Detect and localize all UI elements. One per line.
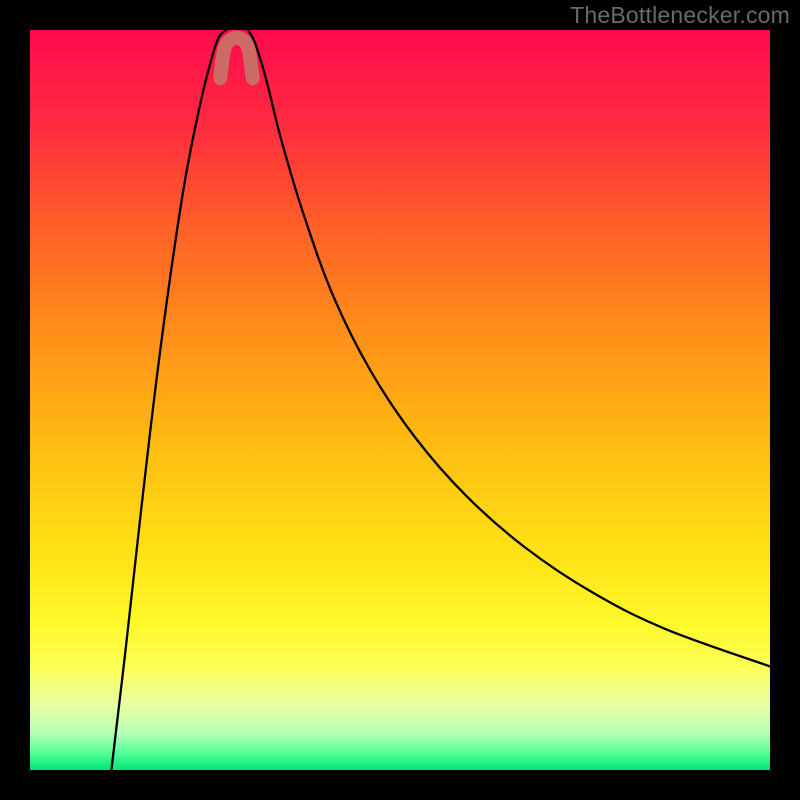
chart-container: TheBottlenecker.com [0, 0, 800, 800]
plot-area [30, 30, 770, 770]
bottleneck-chart [0, 0, 800, 800]
